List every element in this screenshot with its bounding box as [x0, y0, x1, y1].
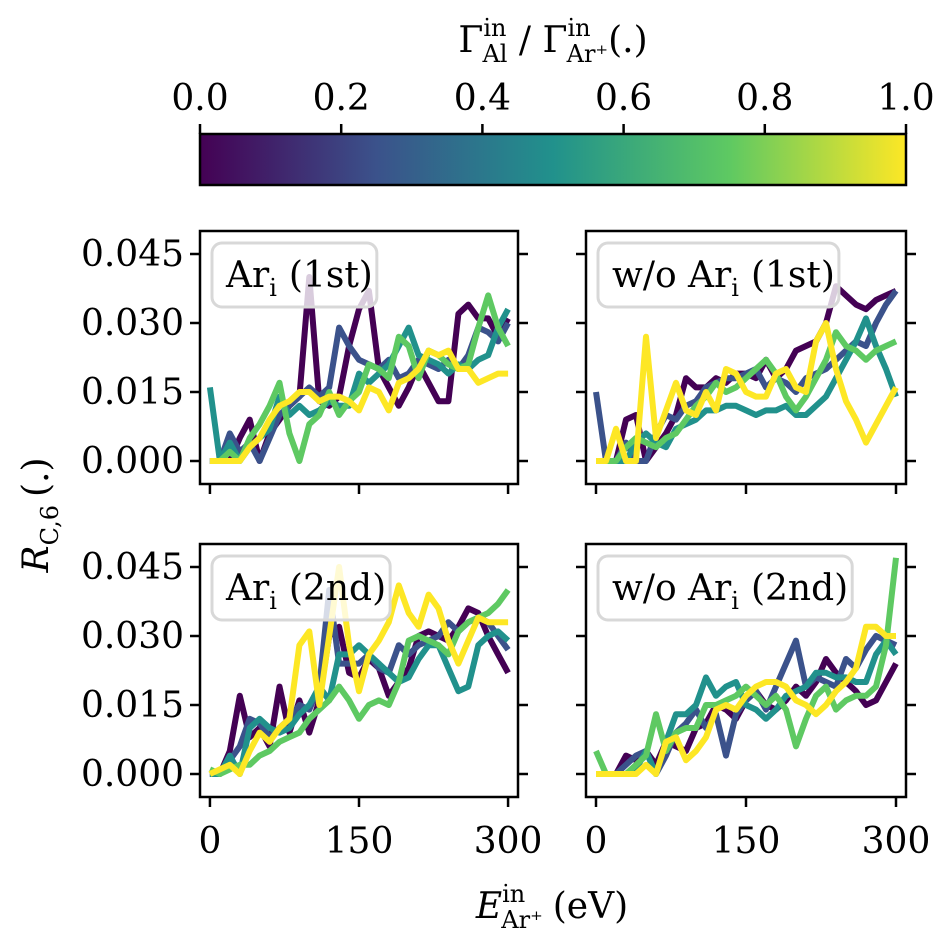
series-group [593, 557, 899, 777]
panel-4: 0 150 300 w/o Ari (2nd) [576, 542, 931, 862]
series-group [593, 283, 899, 464]
colorbar-gradient [198, 132, 908, 187]
y-tick-label: 0.000 [81, 754, 184, 795]
colorbar-label: Γin Al / Γin Ar⁺(.) [458, 14, 647, 68]
y-tick-label: 0.000 [81, 441, 184, 482]
panel-2: w/o Ari (1st) [576, 229, 916, 494]
x-tick-label: 0 [585, 821, 608, 862]
panel-label-text: w/o Ari (1st) [612, 255, 835, 302]
x-axis-label: Ein Ar⁺ (eV) [475, 880, 628, 934]
y-tick-label: 0.015 [81, 685, 184, 726]
colorbar-tick-label: 0.4 [454, 78, 511, 119]
y-tick-label: 0.045 [81, 234, 184, 275]
y-tick-label: 0.045 [81, 547, 184, 588]
panel-label: w/o Ari (2nd) [596, 554, 854, 622]
panel-label-box [210, 241, 379, 309]
series-line-2 [593, 289, 899, 464]
panel-label-text: w/o Ari (2nd) [612, 568, 848, 615]
y-tick-label: 0.015 [81, 372, 184, 413]
series-group [208, 564, 511, 777]
y-tick-label: 0.030 [81, 303, 184, 344]
panel-label: w/o Ari (1st) [596, 241, 841, 309]
panel-label-box [596, 241, 841, 309]
colorbar-tick-label: 0.6 [595, 78, 652, 119]
x-tick-label: 300 [474, 821, 543, 862]
series-line-4 [208, 588, 511, 777]
panel-1: 0.000 0.015 0.030 0.045 Ari (1st) [81, 229, 528, 494]
series-line-4 [596, 329, 898, 464]
colorbar-ticks: 0.0 0.2 0.4 0.6 0.8 1.0 [171, 78, 935, 134]
x-tick-label: 150 [325, 821, 394, 862]
panel-label-text: Ari (2nd) [225, 568, 386, 615]
series-line-4 [593, 557, 899, 777]
colorbar-tick-label: 1.0 [877, 78, 934, 119]
x-tick-label: 150 [712, 821, 781, 862]
colorbar-tick-label: 0.2 [313, 78, 370, 119]
panel-label-text: Ari (1st) [225, 255, 373, 302]
y-axis-label: RC,6(.) [16, 457, 64, 573]
panel-label-box [596, 554, 854, 622]
colorbar-tick-label: 0.0 [171, 78, 228, 119]
series-line-5 [208, 564, 509, 777]
panel-label-box [210, 554, 392, 622]
series-line-3 [209, 628, 511, 777]
series-line-5 [596, 623, 896, 777]
colorbar: 0.0 0.2 0.4 0.6 0.8 1.0 [171, 78, 935, 187]
panel-3: 0.000 0.015 0.030 0.045 0 150 300 Ari (2nd) [81, 542, 543, 862]
x-tick-label: 0 [198, 821, 221, 862]
panel-label: Ari (1st) [210, 241, 379, 309]
series-line-5 [209, 347, 509, 464]
series-line-3 [596, 315, 899, 464]
x-tick-label: 300 [862, 821, 931, 862]
series-group [206, 274, 511, 464]
series-line-5 [596, 320, 899, 464]
panel-label: Ari (2nd) [210, 554, 392, 622]
y-tick-label: 0.030 [81, 616, 184, 657]
panels: 0.000 0.015 0.030 0.045 Ari (1st) w/o Ari (1st)… [81, 229, 931, 862]
colorbar-tick-label: 0.8 [736, 78, 793, 119]
